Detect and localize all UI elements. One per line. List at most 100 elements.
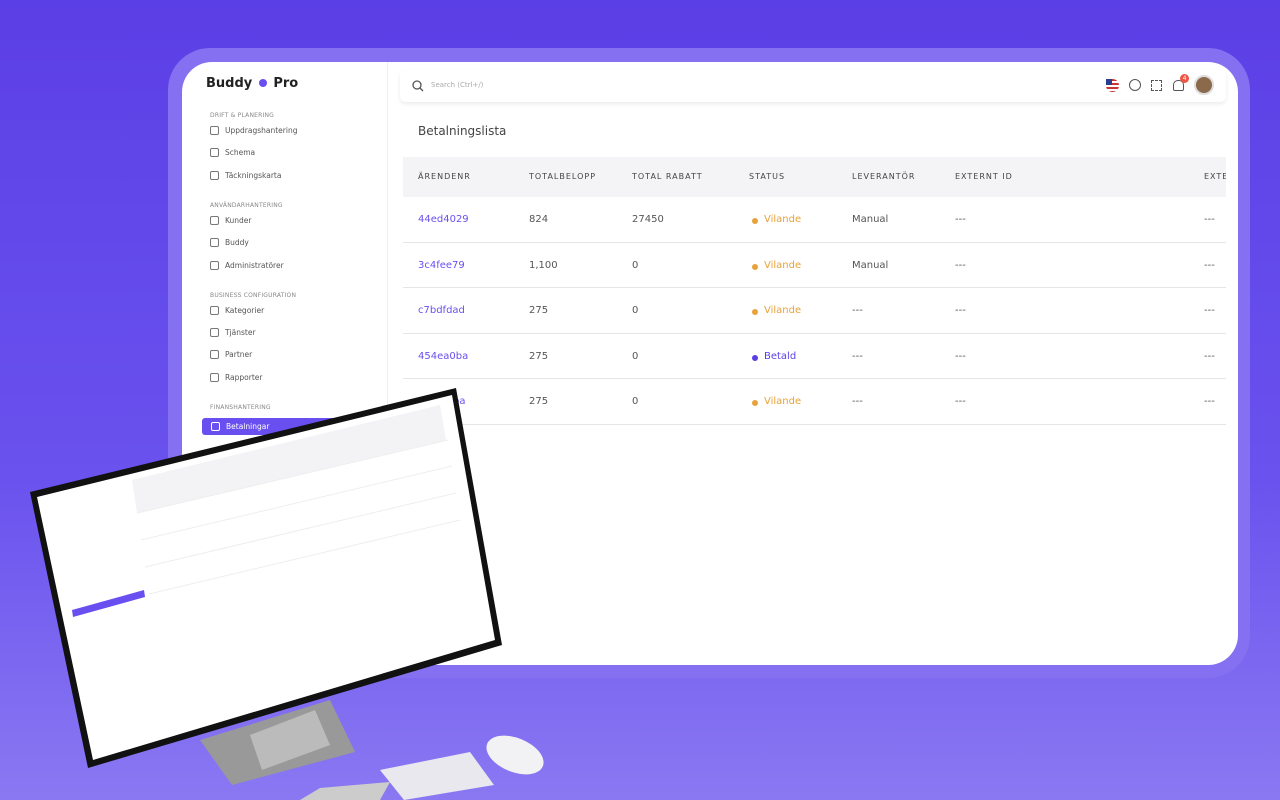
cell: 275: [529, 305, 549, 316]
case-link[interactable]: 3c4fee79: [418, 259, 465, 271]
nav-icon: [210, 372, 219, 382]
nav-item[interactable]: Tjänster: [210, 328, 256, 338]
cell: ---: [955, 396, 966, 407]
column-header: EXTERNT ID: [955, 172, 1013, 181]
nav-item[interactable]: Uppdragshantering: [210, 126, 297, 135]
cell: 0: [632, 350, 639, 362]
nav-icon: [210, 350, 219, 360]
nav-item[interactable]: Buddy: [210, 238, 249, 248]
cell: 27450: [632, 214, 664, 225]
nav-label: Partner: [225, 350, 253, 360]
nav-label: Administratörer: [225, 260, 284, 270]
case-link[interactable]: ba: [453, 396, 466, 407]
cell: Manual: [852, 259, 889, 271]
theme-toggle[interactable]: [1129, 79, 1141, 91]
search-input[interactable]: Search (Ctrl+/): [431, 81, 484, 89]
top-bar: Search (Ctrl+/) 4: [400, 70, 1226, 102]
nav-section: DRIFT & PLANERING: [210, 112, 275, 119]
nav-icon: [210, 148, 219, 158]
cell: ---: [1204, 350, 1215, 362]
cell: ---: [852, 350, 863, 362]
nav-item[interactable]: Kunder: [210, 215, 252, 225]
avatar[interactable]: [1194, 75, 1214, 95]
cell: ---: [852, 396, 863, 407]
status-dot: [752, 218, 758, 224]
table: ÄRENDENR TOTALBELOPP TOTAL RABATT STATUS LEV…: [403, 157, 1226, 457]
cell: 0: [632, 305, 639, 316]
table-row: [403, 288, 1226, 334]
nav-section: FINANSHANTERING: [210, 404, 271, 411]
nav-section: BUSINESS CONFIGURATION: [210, 291, 297, 299]
status-dot: [752, 354, 758, 361]
keyboard: [300, 782, 390, 800]
cell: ---: [955, 350, 966, 362]
cell: 0: [632, 259, 639, 271]
status: Vilande: [764, 259, 802, 271]
cell: Manual: [852, 214, 889, 225]
cell: 275: [529, 396, 549, 407]
column-header: EXTE: [1204, 172, 1226, 181]
nav-icon: [210, 126, 219, 135]
case-link[interactable]: c7bdfdad: [418, 305, 465, 316]
table-row: [403, 243, 1226, 288]
cell: 0: [632, 396, 639, 407]
column-header: TOTALBELOPP: [529, 172, 597, 181]
nav-label: Schema: [225, 148, 256, 158]
flag[interactable]: [1106, 79, 1119, 92]
column-header: TOTAL RABATT: [632, 172, 703, 181]
cell: ---: [955, 305, 966, 316]
notifications[interactable]: [1173, 80, 1184, 91]
status-dot: [752, 400, 758, 406]
nav-label: Täckningskarta: [225, 170, 282, 180]
cell: 1,100: [529, 259, 558, 271]
cell: ---: [1204, 214, 1215, 225]
nav-label: Betalningar: [226, 422, 270, 431]
table-row: [403, 197, 1226, 243]
logo: Buddy Pro: [206, 76, 298, 91]
nav-label: Rapporter: [225, 372, 263, 382]
column-header: ÄRENDENR: [418, 172, 471, 181]
mini-active: [72, 590, 145, 617]
logo-dot: [258, 79, 267, 87]
case-link[interactable]: 44ed4029: [418, 214, 469, 225]
mini-header: [132, 405, 446, 513]
cell: 824: [529, 214, 549, 225]
case-link[interactable]: 454ea0ba: [418, 350, 469, 362]
search-icon: [412, 80, 424, 92]
nav-item[interactable]: Täckningskarta: [210, 170, 282, 180]
trackpad: [380, 752, 494, 800]
nav-label: Kategorier: [225, 305, 265, 315]
status: Betald: [764, 350, 797, 362]
nav-label: Uppdragshantering: [225, 126, 298, 135]
nav-icon: [210, 238, 219, 248]
logo-name: Buddy: [206, 76, 253, 91]
cell: ---: [1204, 396, 1215, 407]
column-header: LEVERANTÖR: [852, 172, 916, 181]
nav-icon: [211, 422, 220, 431]
column-header: STATUS: [749, 172, 786, 181]
nav-item[interactable]: Rapporter: [210, 372, 263, 382]
table-row: [403, 334, 1226, 379]
nav-item[interactable]: Partner: [210, 350, 253, 360]
status: Vilande: [764, 396, 802, 407]
mini-rows: [136, 439, 461, 595]
cell: ---: [955, 214, 966, 225]
nav-icon: [210, 328, 219, 338]
cell: ---: [852, 305, 863, 316]
apps[interactable]: [1151, 80, 1162, 91]
status-dot: [752, 309, 758, 315]
nav-section: ANVÄNDARHANTERING: [210, 201, 283, 209]
nav-icon: [210, 170, 219, 180]
status: Vilande: [764, 214, 802, 225]
nav-item[interactable]: Kategorier: [210, 305, 265, 315]
table-header: [403, 157, 1226, 197]
cell: ---: [1204, 305, 1215, 316]
status-dot: [752, 263, 758, 270]
nav-icon: [210, 305, 219, 315]
nav-item[interactable]: Schema: [210, 148, 256, 158]
logo-suffix: Pro: [273, 76, 299, 91]
nav-item[interactable]: Administratörer: [210, 260, 284, 270]
table-row: [403, 379, 1226, 425]
